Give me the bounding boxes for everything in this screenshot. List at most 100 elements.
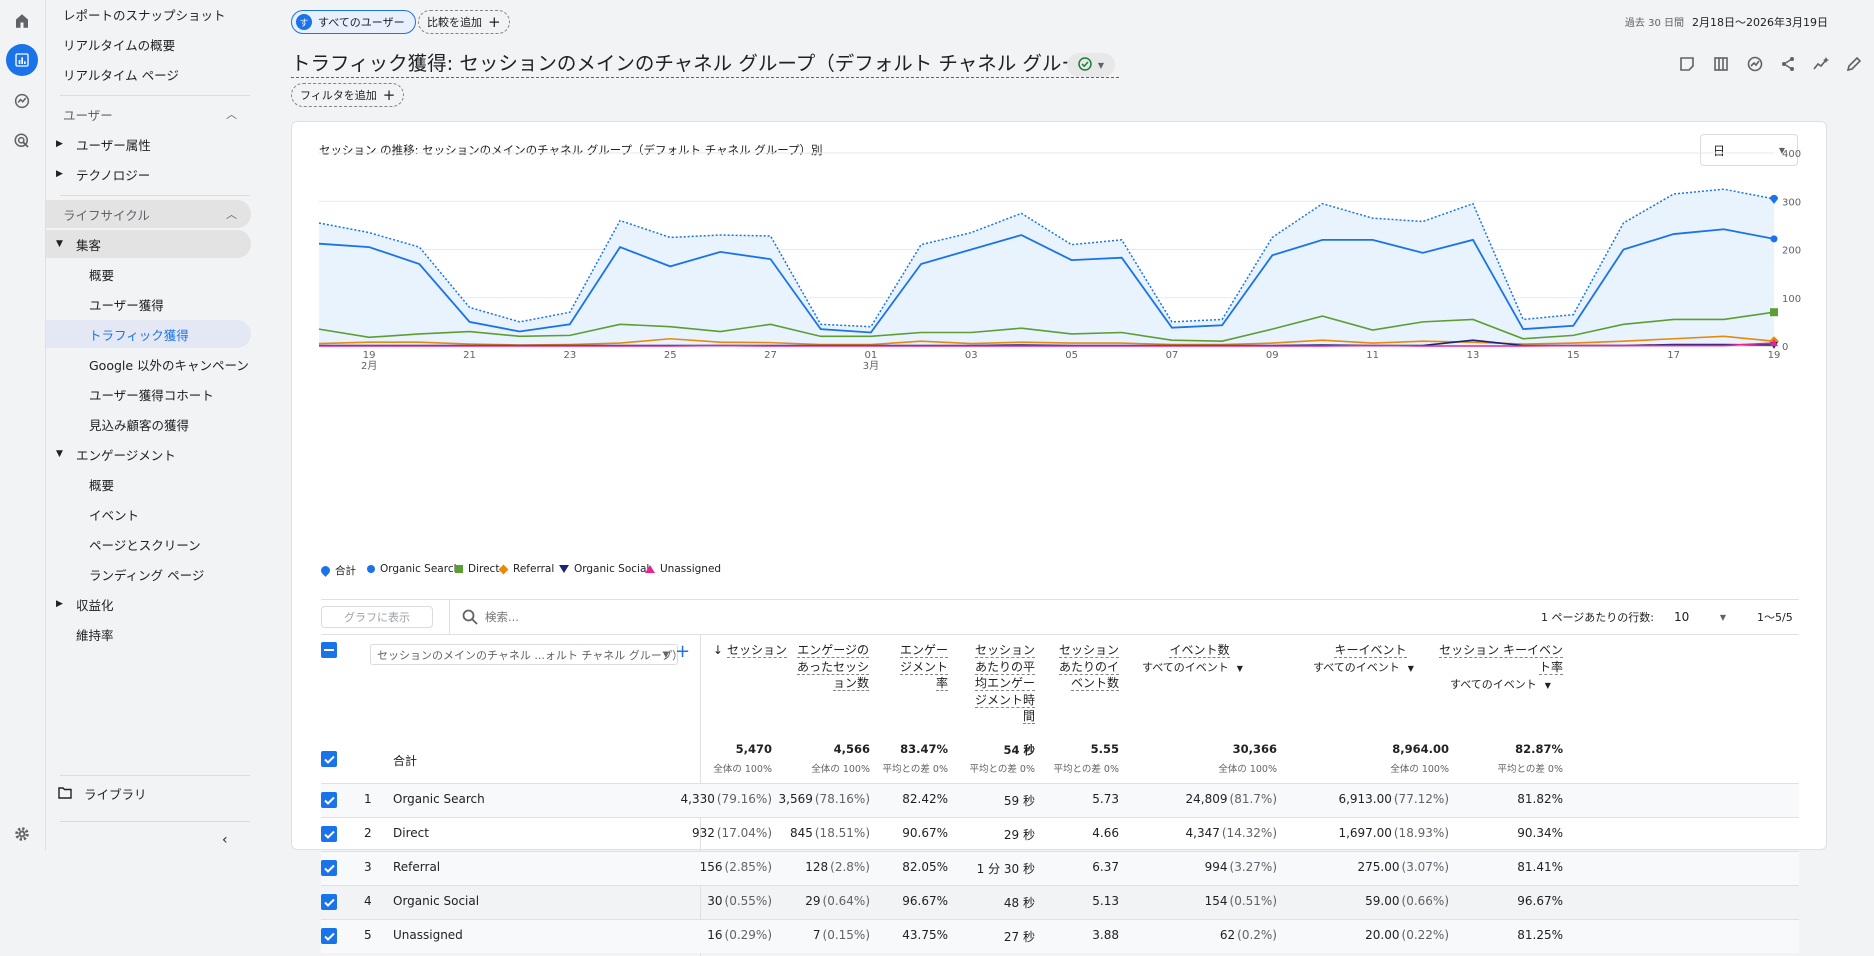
sidebar-item-lead-acquisition[interactable]: 見込み顧客の獲得 (89, 417, 190, 433)
event-count-filter[interactable]: すべてのイベント ▼ (1142, 661, 1243, 674)
table-row[interactable] (321, 817, 1799, 851)
sidebar-item-library[interactable]: ライブラリ (46, 779, 251, 807)
column-session-key-event-rate[interactable]: セッション キーイベント率 (1439, 643, 1563, 675)
icon-rail (0, 0, 44, 850)
add-dimension-plus-icon[interactable]: + (675, 641, 691, 662)
sidebar-item-pages-screens[interactable]: ページとスクリーン (89, 537, 201, 553)
divider (449, 600, 450, 634)
column-avg-engagement-time[interactable]: セッションあたりの平均エンゲージメント時間 (974, 643, 1035, 724)
sidebar-item-events[interactable]: イベント (89, 507, 140, 523)
legend-item-referral[interactable]: Referral (498, 563, 554, 575)
series-line-referral (318, 335, 1775, 346)
trend-sparkle-icon[interactable] (1810, 53, 1832, 75)
sidebar-item-realtime-overview[interactable]: リアルタイムの概要 (63, 37, 176, 53)
column-event-count[interactable]: イベント数 (1169, 643, 1230, 658)
x-tick-label: 09 (1266, 350, 1279, 361)
row-channel-name[interactable]: Organic Social (393, 894, 480, 908)
legend-item-total[interactable]: 合計 (319, 563, 356, 578)
row-channel-name[interactable]: Organic Search (393, 792, 485, 806)
report-card: セッション の推移: セッションのメインのチャネル グループ（デフォルト チャネ… (291, 121, 1827, 956)
explore-icon[interactable] (6, 85, 38, 117)
date-range-picker[interactable]: 過去 30 日間 2月18日〜2026年3月19日 (1624, 16, 1828, 29)
sidebar-item-landing-page[interactable]: ランディング ページ (89, 567, 205, 583)
column-events-per-session[interactable]: セッションあたりのイベント数 (1058, 643, 1119, 691)
sidebar-item-engagement[interactable]: ▼ エンゲージメント (56, 447, 176, 463)
row-channel-name[interactable]: Unassigned (393, 928, 463, 942)
row-checkbox[interactable] (321, 826, 337, 842)
legend-item-direct[interactable]: Direct (455, 563, 499, 575)
sidebar-item-demographics[interactable]: ▶ ユーザー属性 (56, 137, 151, 153)
column-engagement-rate[interactable]: エンゲージメント率 (899, 643, 948, 691)
chevron-up-icon: ︿ (226, 108, 237, 121)
sidebar-item-user-acquisition[interactable]: ユーザー獲得 (89, 297, 164, 313)
column-key-events[interactable]: キーイベント (1334, 643, 1407, 658)
sidebar-item-realtime-pages[interactable]: リアルタイム ページ (63, 67, 179, 83)
key-event-rate-filter[interactable]: すべてのイベント ▼ (1450, 678, 1551, 691)
rows-per-page-select[interactable]: 10 ▼ (1674, 610, 1726, 624)
sidebar-item-acquisition[interactable]: ▼ 集客 (46, 230, 251, 258)
share-icon[interactable] (1777, 53, 1799, 75)
sidebar-item-snapshot[interactable]: レポートのスナップショット (63, 7, 226, 23)
sidebar-section-user[interactable]: ユーザー ︿ (63, 107, 237, 123)
series-line-unassigned (319, 342, 1775, 347)
dimension-select[interactable]: セッションのメインのチャネル ...ォルト チャネル グループ） ▼ (370, 644, 678, 665)
key-events-filter[interactable]: すべてのイベント ▼ (1313, 661, 1414, 674)
legend-item-organic-search[interactable]: Organic Search (367, 563, 460, 575)
collapse-sidebar-icon[interactable]: ‹ (222, 832, 228, 848)
column-sessions[interactable]: ↓ セッション (712, 643, 787, 658)
row-checkbox[interactable] (321, 928, 337, 944)
home-icon[interactable] (6, 5, 38, 37)
row-checkbox[interactable] (321, 792, 337, 808)
sidebar-item-retention[interactable]: 維持率 (76, 627, 114, 643)
add-filter-button[interactable]: フィルタを追加 + (291, 83, 405, 107)
segment-chip[interactable]: す すべてのユーザー (291, 10, 416, 34)
sidebar-item-acq-overview[interactable]: 概要 (89, 267, 115, 283)
row-checkbox[interactable] (321, 894, 337, 910)
sidebar-item-traffic-acquisition[interactable]: トラフィック獲得 (46, 320, 251, 348)
sidebar-item-non-google-campaigns[interactable]: Google 以外のキャンペーン (89, 357, 249, 373)
table-cell: 994 (3.27%) (1204, 860, 1277, 874)
page-title: トラフィック獲得: セッションのメインのチャネル グループ（デフォルト チャネル… (291, 51, 1119, 78)
sidebar-item-eng-overview[interactable]: 概要 (89, 477, 115, 493)
row-checkbox[interactable] (321, 860, 337, 876)
edit-pencil-icon[interactable] (1843, 53, 1865, 75)
chevron-down-icon: ▼ (1719, 612, 1726, 622)
table-cell: 5.73 (1092, 792, 1119, 806)
y-tick-label: 0 (1782, 342, 1788, 353)
compare-columns-icon[interactable] (1710, 53, 1732, 75)
sidebar-section-lifecycle[interactable]: ライフサイクル ︿ (46, 200, 251, 228)
caret-right-icon: ▶ (56, 169, 63, 179)
legend-item-unassigned[interactable]: Unassigned (645, 563, 721, 575)
sidebar-divider (60, 821, 250, 822)
row-channel-name[interactable]: Referral (393, 860, 441, 874)
search-icon (462, 609, 478, 625)
legend-item-organic-social[interactable]: Organic Social (559, 563, 649, 575)
row-channel-name[interactable]: Direct (393, 826, 429, 840)
advertising-icon[interactable] (6, 125, 38, 157)
chevron-down-icon: ▼ (1097, 60, 1105, 70)
total-checkbox[interactable] (321, 751, 337, 767)
caret-down-icon: ▼ (56, 449, 63, 459)
granularity-select[interactable]: 日 ▼ (1700, 134, 1798, 166)
customize-report-icon[interactable] (1676, 53, 1698, 75)
reports-icon[interactable] (6, 44, 38, 76)
plot-rows-button[interactable]: グラフに表示 (321, 606, 433, 628)
table-row[interactable] (321, 783, 1799, 817)
search-input[interactable] (485, 607, 885, 627)
insights-icon[interactable] (1744, 53, 1766, 75)
sidebar-item-acquisition-cohort[interactable]: ユーザー獲得コホート (89, 387, 214, 403)
sidebar-item-technology[interactable]: ▶ テクノロジー (56, 167, 151, 183)
select-all-checkbox[interactable] (321, 642, 337, 658)
sidebar-item-monetization[interactable]: ▶ 収益化 (56, 597, 114, 613)
settings-icon[interactable] (6, 818, 38, 850)
data-quality-button[interactable]: ▼ (1067, 53, 1115, 77)
segment-avatar: す (296, 14, 312, 30)
plus-icon: + (488, 13, 501, 31)
divider (321, 634, 1799, 635)
total-value: 8,964.00 (1392, 742, 1449, 756)
add-comparison-button[interactable]: 比較を追加 + (418, 10, 510, 34)
series-line-organic-search (318, 228, 1775, 334)
total-value: 82.87% (1515, 742, 1563, 756)
column-engaged-sessions[interactable]: エンゲージのあったセッション数 (797, 643, 870, 691)
